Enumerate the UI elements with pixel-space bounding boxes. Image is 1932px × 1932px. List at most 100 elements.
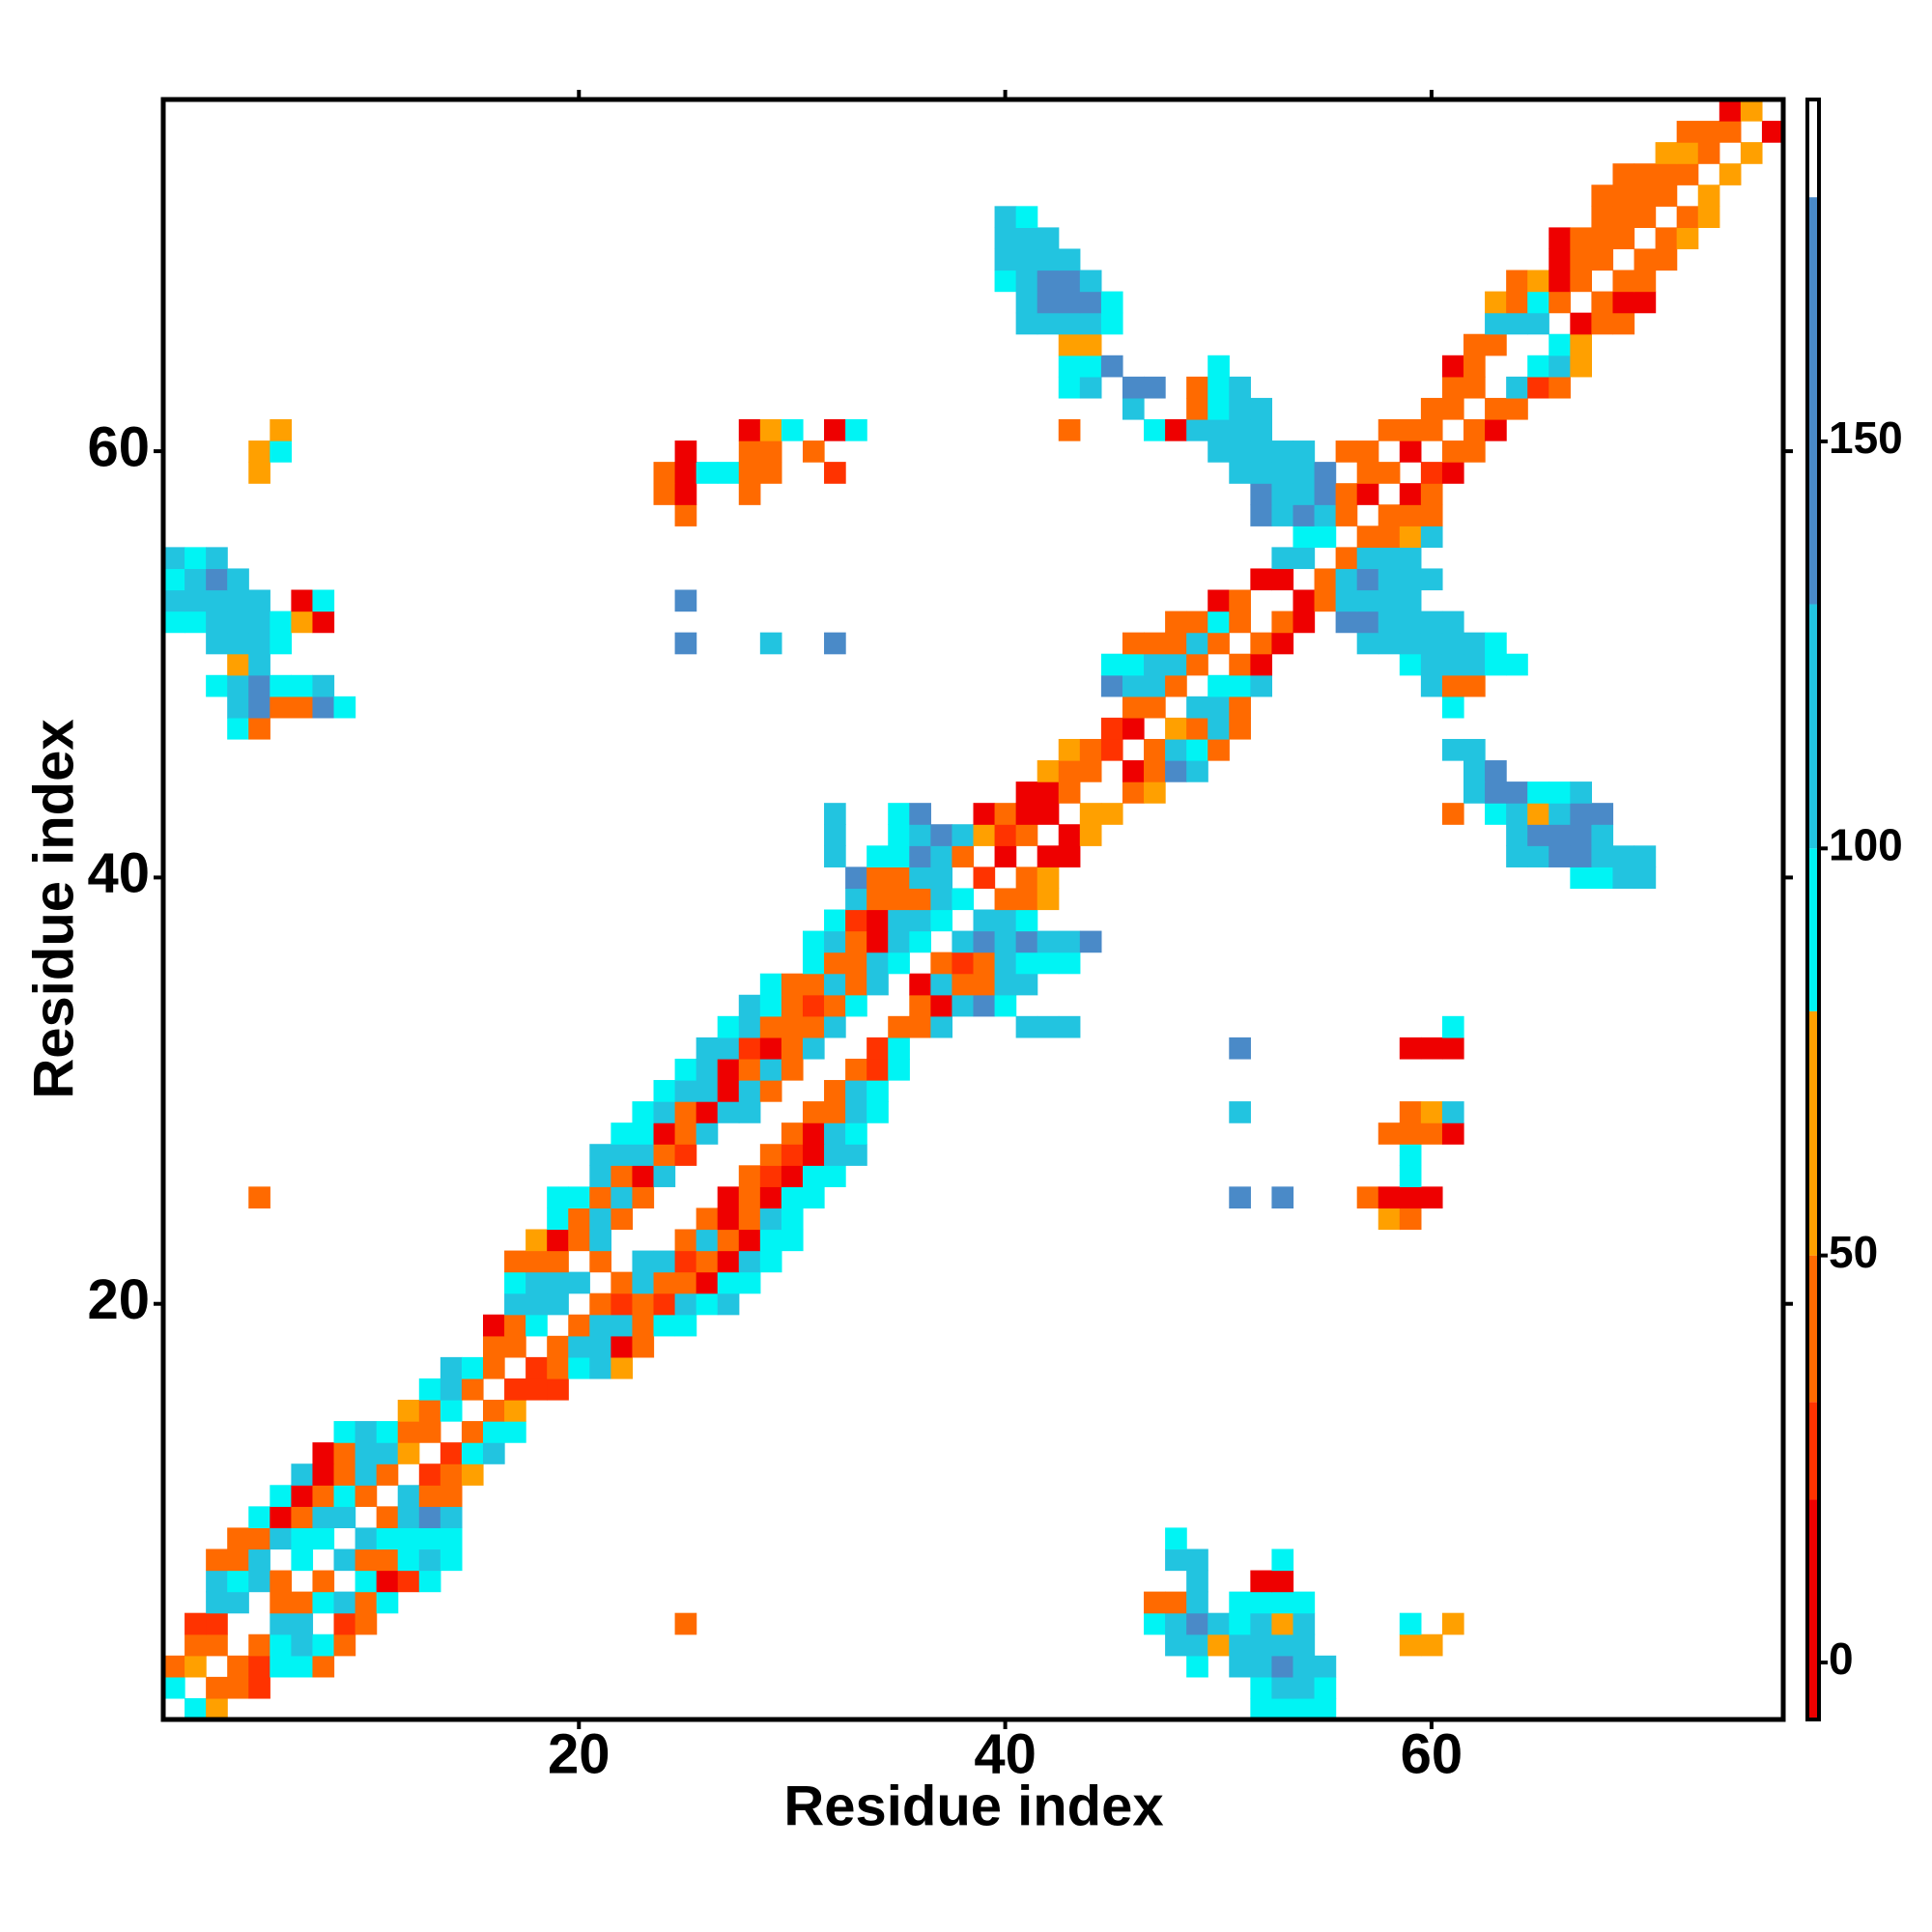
heatmap-cell (270, 1591, 292, 1614)
heatmap-cell (1527, 312, 1549, 335)
heatmap-cell (1058, 333, 1081, 356)
heatmap-cell (482, 1421, 505, 1443)
heatmap-cell (1356, 632, 1379, 655)
heatmap-cell (1229, 696, 1251, 719)
heatmap-cell (973, 824, 996, 846)
heatmap-cell (1420, 483, 1443, 505)
heatmap-cell (930, 994, 953, 1017)
heatmap-cell (909, 930, 931, 953)
heatmap-cell (1079, 738, 1102, 761)
heatmap-cell (1229, 1101, 1251, 1123)
heatmap-cell (397, 1400, 420, 1422)
heatmap-cell (1378, 568, 1401, 591)
heatmap-cell (781, 973, 804, 996)
heatmap-cell (1186, 1570, 1208, 1593)
heatmap-cell (1271, 1676, 1294, 1699)
colorbar-tick-label: 150 (1829, 412, 1903, 463)
heatmap-cell (1399, 1634, 1422, 1657)
heatmap-cell (1506, 824, 1528, 846)
heatmap-cell (1420, 1634, 1443, 1657)
heatmap-cell (845, 1080, 867, 1102)
heatmap-cell (1165, 418, 1187, 441)
heatmap-cell (1058, 952, 1081, 975)
heatmap-cell (1208, 1612, 1230, 1635)
heatmap-cell (1229, 1591, 1251, 1614)
heatmap-cell (1655, 227, 1678, 250)
heatmap-cell (738, 994, 761, 1017)
heatmap-cell (696, 1101, 719, 1123)
heatmap-cell (674, 1080, 697, 1102)
heatmap-cell (653, 1144, 676, 1166)
colorbar-bin (1807, 197, 1819, 605)
heatmap-cell (333, 1548, 356, 1572)
heatmap-cell (1634, 185, 1657, 207)
y-tick-label: 20 (87, 1268, 150, 1331)
heatmap-cell (1420, 653, 1443, 676)
heatmap-cell (888, 930, 910, 953)
heatmap-cell (526, 1271, 548, 1294)
heatmap-cell (1399, 483, 1422, 505)
heatmap-cell (1441, 653, 1464, 676)
heatmap-cell (589, 1356, 611, 1379)
heatmap-cell (333, 1634, 356, 1657)
heatmap-cell (397, 1506, 420, 1529)
heatmap-cell (291, 1463, 314, 1486)
heatmap-cell (824, 1101, 846, 1123)
heatmap-cell (1229, 589, 1251, 612)
heatmap-cell (227, 1527, 249, 1550)
heatmap-cell (1250, 418, 1273, 441)
heatmap-cell (994, 888, 1017, 911)
heatmap-cell (781, 1037, 804, 1060)
heatmap-cell (867, 1101, 889, 1123)
heatmap-cell (696, 1229, 719, 1252)
heatmap-cell (1165, 717, 1187, 740)
heatmap-cell (291, 1506, 314, 1529)
heatmap-cell (824, 1165, 846, 1187)
heatmap-cell (1548, 355, 1571, 378)
heatmap-cell (1378, 1122, 1401, 1145)
heatmap-cell (632, 1271, 655, 1294)
heatmap-cell (547, 1271, 569, 1294)
heatmap-cell (589, 1293, 611, 1316)
heatmap-cell (504, 1335, 526, 1358)
heatmap-cell (1485, 653, 1507, 676)
heatmap-cell (1122, 397, 1145, 420)
heatmap-cell (930, 888, 953, 911)
heatmap-cell (1335, 440, 1358, 463)
heatmap-cell (1165, 1548, 1187, 1572)
heatmap-cell (696, 1208, 719, 1231)
heatmap-cell (1612, 845, 1635, 867)
heatmap-cell (526, 1378, 548, 1401)
heatmap-cell (1506, 803, 1528, 825)
heatmap-cell (568, 1314, 590, 1337)
heatmap-cell (1399, 611, 1422, 634)
heatmap-cell (994, 930, 1017, 953)
heatmap-cell (1399, 1101, 1422, 1123)
heatmap-cell (312, 1591, 335, 1614)
heatmap-cell (1314, 504, 1337, 526)
heatmap-cell (781, 1186, 804, 1209)
heatmap-cell (248, 440, 270, 463)
heatmap-cell (696, 1058, 719, 1081)
heatmap-cell (163, 547, 185, 570)
heatmap-cell (696, 1271, 719, 1294)
heatmap-cell (1591, 803, 1614, 825)
heatmap-cell (1037, 270, 1060, 293)
heatmap-cell (440, 1356, 463, 1379)
heatmap-cell (1655, 248, 1678, 271)
heatmap-cell (547, 1229, 569, 1252)
heatmap-cell (1399, 653, 1422, 676)
heatmap-cell (909, 994, 931, 1017)
heatmap-cell (227, 1548, 249, 1572)
heatmap-cell (1527, 824, 1549, 846)
heatmap-cell (1122, 696, 1145, 719)
heatmap-cell (248, 632, 270, 655)
heatmap-cell (227, 653, 249, 676)
heatmap-cell (930, 845, 953, 867)
heatmap-cell (1271, 1697, 1294, 1720)
heatmap-cell (845, 1144, 867, 1166)
heatmap-cell (1612, 185, 1635, 207)
heatmap-cell (355, 1463, 378, 1486)
heatmap-cell (867, 867, 889, 890)
